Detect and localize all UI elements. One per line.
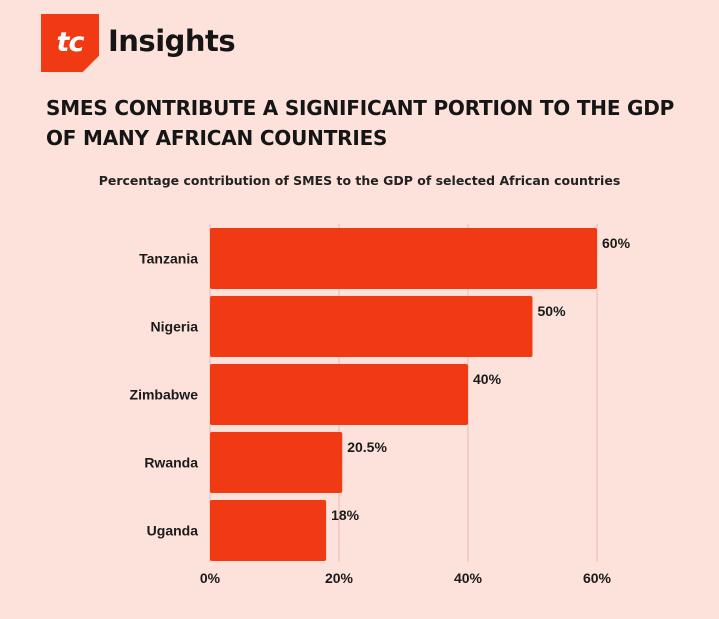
bar [210, 500, 327, 561]
bar [210, 432, 343, 493]
x-tick-label: 20% [325, 570, 354, 586]
data-label: 20.5% [347, 439, 387, 455]
category-label: Uganda [147, 523, 199, 539]
bar [210, 364, 468, 425]
data-label: 18% [331, 507, 360, 523]
bar [210, 296, 533, 357]
category-label: Tanzania [139, 251, 198, 267]
data-label: 50% [538, 303, 567, 319]
chart-title: Percentage contribution of SMES to the G… [98, 173, 621, 188]
x-tick-label: 60% [583, 570, 612, 586]
bar [210, 228, 597, 289]
brand-logo: tc [41, 14, 99, 72]
category-label: Rwanda [144, 455, 198, 471]
data-label: 40% [473, 371, 502, 387]
category-label: Zimbabwe [130, 387, 199, 403]
brand-logo-text: tc [56, 26, 85, 58]
x-tick-label: 40% [454, 570, 483, 586]
page-headline: SMES CONTRIBUTE A SIGNIFICANT PORTION TO… [46, 96, 675, 150]
category-label: Nigeria [151, 319, 199, 335]
brand-name: Insights [108, 24, 236, 58]
x-tick-label: 0% [200, 570, 221, 586]
data-label: 60% [602, 235, 631, 251]
